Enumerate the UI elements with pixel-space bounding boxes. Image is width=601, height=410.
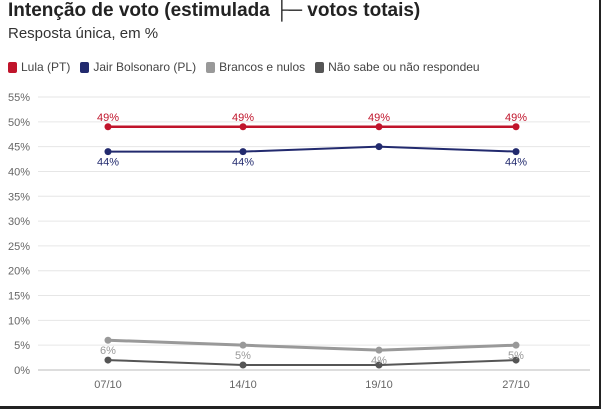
legend-item-bolsonaro[interactable]: Jair Bolsonaro (PL) [80,60,196,74]
y-tick-label: 50% [8,117,30,129]
data-point [104,148,112,156]
data-label: 4% [371,355,387,367]
y-tick-label: 15% [8,291,30,303]
data-label: 49% [368,112,390,124]
data-point [512,148,520,156]
y-tick-label: 45% [8,142,30,154]
y-tick-label: 55% [8,92,30,104]
x-tick-label: 07/10 [94,379,122,391]
chart-subtitle: Resposta única, em % [8,25,159,42]
y-tick-label: 5% [14,340,30,352]
legend-swatch-nao-sabe [315,61,325,73]
data-point [104,123,112,131]
legend-item-lula[interactable]: Lula (PT) [8,60,70,74]
legend: Lula (PT) Jair Bolsonaro (PL) Brancos e … [8,60,480,74]
data-point [375,346,383,354]
data-point [375,123,383,131]
data-label: 44% [505,157,527,169]
data-point [104,336,112,344]
series-line [107,338,517,352]
data-label: 5% [508,350,524,362]
data-point [239,148,247,156]
data-label: 44% [232,157,254,169]
legend-item-nao-sabe[interactable]: Não sabe ou não respondeu [315,60,480,74]
data-label: 49% [505,112,527,124]
data-point [512,123,520,131]
legend-label-nao-sabe: Não sabe ou não respondeu [328,60,480,74]
y-tick-label: 10% [8,315,30,327]
y-tick-label: 40% [8,166,30,178]
y-tick-label: 30% [8,216,30,228]
data-label: 49% [232,112,254,124]
legend-label-brancos-nulos: Brancos e nulos [219,60,306,74]
series-line [108,145,517,153]
legend-swatch-lula [8,61,17,73]
series-line [107,359,517,367]
y-tick-label: 35% [8,191,30,203]
x-tick-label: 27/10 [502,379,530,391]
data-point [512,341,520,349]
data-point [512,356,520,364]
data-point [239,361,247,369]
data-label: 5% [235,350,251,362]
data-point [375,143,383,151]
y-tick-label: 20% [8,266,30,278]
chart-title: Intenção de voto (estimulada ├─ votos to… [8,0,421,21]
data-label: 49% [97,112,119,124]
x-tick-label: 14/10 [229,379,257,391]
legend-swatch-bolsonaro [80,61,90,73]
data-label: 44% [97,157,119,169]
legend-swatch-brancos-nulos [206,61,216,73]
data-point [239,341,247,349]
legend-label-bolsonaro: Jair Bolsonaro (PL) [93,60,197,74]
y-tick-label: 0% [14,365,30,377]
data-point [104,356,112,364]
legend-item-brancos-nulos[interactable]: Brancos e nulos [206,60,305,74]
x-tick-label: 19/10 [365,379,393,391]
data-label: 6% [100,345,116,357]
y-tick-label: 25% [8,241,30,253]
legend-label-lula: Lula (PT) [21,60,71,74]
data-point [375,361,383,369]
data-point [239,123,247,131]
